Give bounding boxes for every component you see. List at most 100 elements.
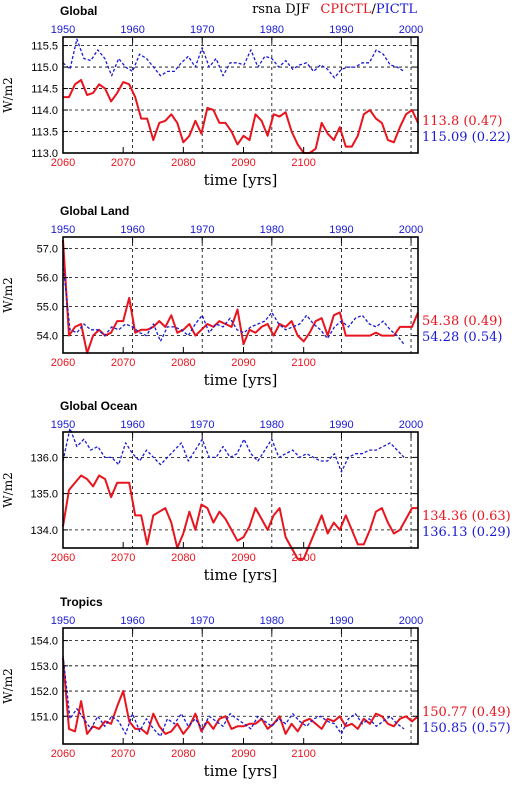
y-tick-label: 115.5 <box>31 41 58 53</box>
y-tick-label: 56.0 <box>37 273 58 285</box>
legend-pictl-label: PICTL <box>376 2 418 17</box>
series-line-pictl <box>62 655 405 738</box>
plot-frame <box>62 36 419 154</box>
x-tick-label-bottom: 2070 <box>111 357 135 369</box>
panel-title: Tropics <box>60 595 103 609</box>
legend-header: CPICTL/PICTL <box>320 2 417 17</box>
x-tick-label-top: 1960 <box>120 615 144 627</box>
x-tick-label-bottom: 2060 <box>51 157 75 169</box>
panel-title: Global Land <box>60 204 129 218</box>
series-line-cpictl <box>62 658 419 735</box>
x-tick-label-bottom: 2060 <box>51 357 75 369</box>
y-axis-label: W/m2 <box>1 277 15 312</box>
x-tick-label-top: 1970 <box>190 419 214 431</box>
x-tick-label-top: 2000 <box>399 24 423 36</box>
y-tick-label: 113.5 <box>31 127 58 139</box>
series-line-cpictl <box>63 79 419 154</box>
y-tick-label: 151.0 <box>30 711 58 723</box>
panel-title: Global Ocean <box>60 399 137 413</box>
x-tick-label-top: 1970 <box>190 615 214 627</box>
y-tick-label: 57.0 <box>37 244 58 256</box>
panel-global-ocean: Global Ocean 134.0 135.0 136.0 2060 2070 2080 2… <box>1 399 511 584</box>
x-tick-label-bottom: 2080 <box>171 157 195 169</box>
x-axis-label: time [yrs] <box>204 762 278 780</box>
summary-cpictl: 134.36 (0.63) <box>422 509 511 524</box>
x-tick-label-top: 1970 <box>190 24 214 36</box>
x-tick-label-bottom: 2060 <box>51 748 75 760</box>
x-tick-label-top: 1950 <box>51 24 75 36</box>
panel-global-land: Global Land 54.0 55.0 56.0 57.0 2060 2070 2080 2… <box>1 204 502 389</box>
x-axis-label: time [yrs] <box>204 566 278 584</box>
panel-title: Global <box>60 4 97 18</box>
x-tick-label-top: 1950 <box>51 224 75 236</box>
x-tick-label-top: 1950 <box>51 419 75 431</box>
x-tick-label-top: 1970 <box>190 224 214 236</box>
x-tick-label-top: 2000 <box>399 615 423 627</box>
summary-pictl: 54.28 (0.54) <box>422 330 502 345</box>
panel-global: Global 113.0 113.5 114.0 114.5 115.0 115.5 2060… <box>1 4 511 189</box>
summary-cpictl: 150.77 (0.49) <box>422 705 511 720</box>
x-tick-label-bottom: 2090 <box>231 357 255 369</box>
x-tick-label-bottom: 2080 <box>171 748 195 760</box>
plot-frame <box>62 627 419 745</box>
x-tick-label-top: 1990 <box>329 419 353 431</box>
y-tick-label: 115.0 <box>31 62 58 74</box>
y-tick-label: 134.0 <box>30 525 58 537</box>
x-tick-label-bottom: 2100 <box>291 748 315 760</box>
series-line-cpictl <box>62 239 419 354</box>
y-tick-label: 114.5 <box>31 84 58 96</box>
panel-tropics: Tropics 151.0 152.0 153.0 154.0 2060 2070 2080 2… <box>1 595 511 780</box>
x-tick-label-top: 1980 <box>260 615 284 627</box>
y-tick-label: 153.0 <box>30 661 58 673</box>
y-tick-label: 113.0 <box>31 148 58 160</box>
x-tick-label-top: 1950 <box>51 615 75 627</box>
y-tick-label: 54.0 <box>37 331 58 343</box>
summary-cpictl: 113.8 (0.47) <box>422 114 502 129</box>
x-tick-label-bottom: 2070 <box>111 552 135 564</box>
x-tick-label-bottom: 2100 <box>291 357 315 369</box>
y-tick-label: 55.0 <box>37 302 58 314</box>
x-tick-label-bottom: 2100 <box>291 157 315 169</box>
y-axis-label: W/m2 <box>1 668 15 703</box>
x-tick-label-top: 1960 <box>120 419 144 431</box>
x-tick-label-bottom: 2090 <box>231 748 255 760</box>
summary-cpictl: 54.38 (0.49) <box>422 314 502 329</box>
summary-pictl: 136.13 (0.29) <box>422 525 511 540</box>
series-line-pictl <box>62 263 405 345</box>
x-tick-label-top: 1990 <box>329 24 353 36</box>
x-axis-label: time [yrs] <box>204 371 278 389</box>
series-line-pictl <box>62 427 405 473</box>
series-line-cpictl <box>62 474 418 560</box>
y-axis-label: W/m2 <box>1 77 15 112</box>
x-tick-label-top: 1980 <box>260 24 284 36</box>
x-tick-label-bottom: 2070 <box>111 157 135 169</box>
legend-cpictl-label: CPICTL <box>320 2 371 17</box>
series-line-pictl <box>62 38 405 79</box>
variable-title: rsna DJF <box>252 2 310 17</box>
legend-slash: / <box>371 2 376 17</box>
x-tick-label-top: 1990 <box>329 224 353 236</box>
y-tick-label: 136.0 <box>30 452 58 464</box>
y-tick-label: 154.0 <box>30 636 58 648</box>
x-tick-label-bottom: 2100 <box>291 552 315 564</box>
x-tick-label-top: 2000 <box>399 419 423 431</box>
y-tick-label: 152.0 <box>30 686 58 698</box>
x-tick-label-bottom: 2080 <box>171 357 195 369</box>
x-tick-label-top: 1980 <box>260 419 284 431</box>
plot-frame <box>62 431 419 549</box>
x-tick-label-top: 1960 <box>120 224 144 236</box>
x-tick-label-top: 2000 <box>399 224 423 236</box>
x-axis-label: time [yrs] <box>204 171 278 189</box>
x-tick-label-bottom: 2090 <box>231 157 255 169</box>
summary-pictl: 150.85 (0.57) <box>422 721 511 736</box>
x-tick-label-bottom: 2090 <box>231 552 255 564</box>
x-tick-label-top: 1990 <box>329 615 353 627</box>
x-tick-label-bottom: 2080 <box>171 552 195 564</box>
x-tick-label-bottom: 2060 <box>51 552 75 564</box>
y-axis-label: W/m2 <box>1 472 15 507</box>
x-tick-label-top: 1960 <box>120 24 144 36</box>
x-tick-label-bottom: 2070 <box>111 748 135 760</box>
y-tick-label: 135.0 <box>30 489 58 501</box>
plot-frame <box>62 236 419 354</box>
